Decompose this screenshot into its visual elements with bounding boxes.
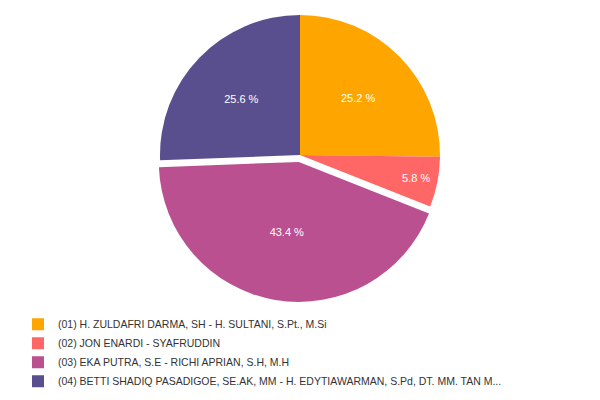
svg-text:(03) EKA PUTRA, S.E - RICHI AP: (03) EKA PUTRA, S.E - RICHI APRIAN, S.H,… [58,356,289,368]
svg-text:(04) BETTI SHADIQ PASADIGOE, S: (04) BETTI SHADIQ PASADIGOE, SE.AK, MM -… [58,375,501,387]
svg-text:25.2 %: 25.2 % [341,92,375,104]
svg-text:(01) H. ZULDAFRI DARMA, SH - H: (01) H. ZULDAFRI DARMA, SH - H. SULTANI,… [58,318,327,330]
svg-text:(02) JON ENARDI - SYAFRUDDIN: (02) JON ENARDI - SYAFRUDDIN [58,337,220,349]
svg-text:25.6 %: 25.6 % [224,93,258,105]
svg-text:5.8 %: 5.8 % [402,172,430,184]
svg-text:43.4 %: 43.4 % [270,226,304,238]
